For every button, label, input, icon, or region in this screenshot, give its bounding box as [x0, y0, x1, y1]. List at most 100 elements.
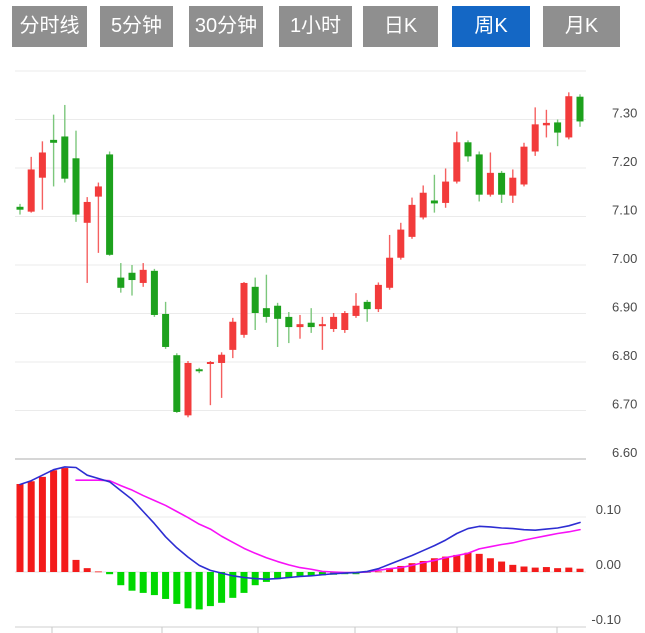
candle-body — [475, 154, 483, 195]
candle-body — [274, 305, 282, 319]
macd-histogram-bar — [262, 572, 270, 582]
macd-histogram-bar — [408, 563, 416, 572]
macd-histogram-bar — [184, 572, 192, 609]
macd-histogram-bar — [162, 572, 170, 599]
macd-histogram-bar — [229, 572, 237, 598]
macd-histogram-bar — [195, 572, 203, 610]
tab-5min[interactable]: 5分钟 — [100, 6, 173, 47]
candle-body — [162, 313, 170, 347]
candle-body — [229, 321, 237, 350]
candle-body — [498, 172, 506, 195]
candle-body — [128, 272, 136, 281]
tab-1hour[interactable]: 1小时 — [279, 6, 352, 47]
macd-histogram-bar — [498, 561, 506, 572]
candle-body — [139, 269, 147, 283]
price-axis-label: 6.90 — [612, 300, 637, 315]
candle-body — [352, 305, 360, 316]
candle-body — [330, 316, 338, 330]
macd-histogram-bar — [128, 572, 136, 591]
macd-histogram-bar — [16, 484, 24, 572]
macd-histogram-bar — [72, 559, 80, 572]
candle-body — [195, 369, 203, 372]
macd-histogram-bar — [206, 572, 214, 607]
candle-body — [94, 186, 102, 197]
candle-body — [520, 146, 528, 185]
macd-histogram-bar — [486, 558, 494, 572]
candle-body — [374, 284, 382, 310]
candle-body — [363, 301, 371, 310]
macd-axis-label: -0.10 — [591, 612, 621, 627]
macd-histogram-bar — [520, 566, 528, 572]
macd-histogram-bar — [576, 568, 584, 572]
candle-body — [386, 257, 394, 288]
candle-body — [486, 172, 494, 195]
candle-body — [240, 282, 248, 335]
macd-histogram-bar — [542, 567, 550, 572]
candle-body — [397, 229, 405, 258]
macd-histogram-bar — [442, 556, 450, 572]
macd-histogram-bar — [117, 572, 125, 586]
macd-histogram-bar — [475, 553, 483, 572]
candle-body — [173, 355, 181, 412]
macd-histogram-bar — [318, 572, 326, 576]
macd-histogram-bar — [139, 572, 147, 593]
candle-body — [453, 142, 461, 182]
macd-histogram-bar — [274, 572, 282, 580]
macd-histogram-bar — [453, 554, 461, 572]
macd-histogram-bar — [531, 567, 539, 572]
price-axis-label: 7.10 — [612, 203, 637, 218]
tab-daily-k[interactable]: 日K — [363, 6, 438, 47]
price-axis-label: 7.00 — [612, 251, 637, 266]
price-axis-label: 7.30 — [612, 106, 637, 121]
macd-histogram-bar — [240, 572, 248, 593]
candle-body — [184, 362, 192, 416]
macd-histogram-bar — [509, 564, 517, 572]
candle-body — [117, 277, 125, 288]
tab-30min[interactable]: 30分钟 — [189, 6, 263, 47]
candle-body — [16, 206, 24, 210]
candle-body — [442, 181, 450, 203]
price-axis-label: 7.20 — [612, 154, 637, 169]
tab-monthly-k[interactable]: 月K — [543, 6, 620, 47]
candle-body — [251, 286, 259, 314]
macd-histogram-bar — [430, 558, 438, 572]
macd-histogram-bar — [565, 567, 573, 572]
macd-histogram-bar — [285, 572, 293, 579]
candle-body — [576, 96, 584, 122]
candle-body — [218, 354, 226, 363]
candle-body — [72, 158, 80, 215]
tab-minute-line[interactable]: 分时线 — [12, 6, 87, 47]
macd-histogram-bar — [296, 572, 304, 577]
candle-body — [38, 152, 46, 178]
candle-body — [419, 192, 427, 218]
tab-weekly-k[interactable]: 周K — [452, 6, 530, 47]
macd-histogram-bar — [397, 565, 405, 572]
macd-histogram-bar — [218, 572, 226, 603]
macd-histogram-bar — [27, 481, 35, 572]
candle-body — [430, 200, 438, 204]
macd-histogram-bar — [419, 561, 427, 572]
candle-body — [408, 204, 416, 237]
macd-histogram-bar — [106, 572, 114, 575]
macd-histogram-bar — [173, 572, 181, 604]
price-axis-label: 6.60 — [612, 445, 637, 460]
candle-body — [318, 324, 326, 327]
price-axis-label: 6.80 — [612, 348, 637, 363]
candle-body — [542, 122, 550, 126]
dif-line — [19, 466, 581, 580]
macd-histogram-bar — [83, 568, 91, 572]
macd-histogram-bar — [554, 568, 562, 572]
candle-body — [106, 154, 114, 255]
price-axis-label: 6.70 — [612, 397, 637, 412]
candle-body — [83, 201, 91, 223]
candle-body — [262, 308, 270, 317]
candle-body — [531, 124, 539, 152]
candle-body — [296, 324, 304, 328]
candle-body — [50, 139, 58, 143]
candle-body — [565, 96, 573, 138]
candle-body — [61, 136, 69, 179]
dea-line — [75, 479, 581, 574]
macd-histogram-bar — [61, 468, 69, 572]
